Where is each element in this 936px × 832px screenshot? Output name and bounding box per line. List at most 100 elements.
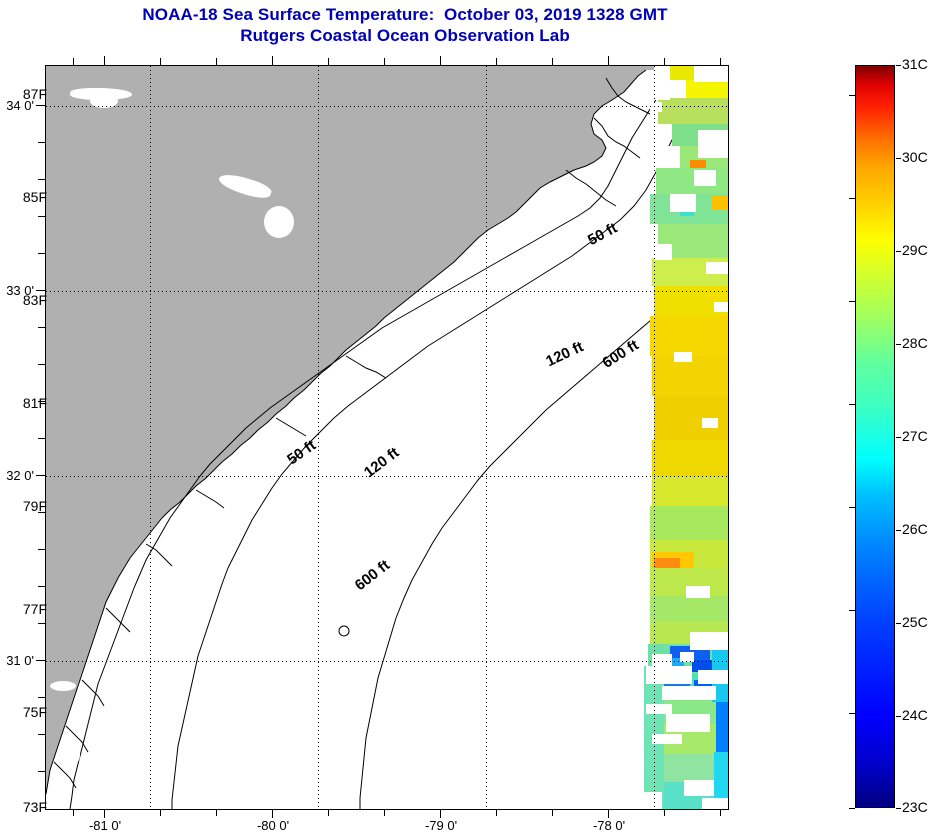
x-tick-minor (328, 809, 329, 816)
y-axis-label-33: 33 0' (6, 283, 34, 298)
x-tick-minor (552, 809, 553, 816)
x-tick-major-top (440, 56, 441, 65)
x-axis-label-81: -81 0' (88, 818, 122, 832)
x-tick-major-top (104, 56, 105, 65)
cb-tick-85f (849, 198, 855, 199)
y-axis-label-32: 32 0' (6, 468, 34, 483)
sst-patch (652, 356, 728, 396)
gridline-lat-34 (46, 106, 728, 107)
land-polygon (46, 66, 728, 809)
gridline-lon--81 (150, 66, 151, 809)
cb-label-23c: 23C (902, 799, 928, 815)
y-tick-minor (38, 586, 45, 587)
cb-tick-77f (849, 610, 855, 611)
x-tick-major (272, 809, 273, 818)
cloud-mask (698, 670, 728, 684)
cloud-mask (650, 146, 670, 168)
cb-label-29c: 29C (902, 242, 928, 258)
cb-tick-81f (849, 404, 855, 405)
y-tick-minor (38, 771, 45, 772)
cb-tick-27c (896, 437, 901, 438)
cb-label-77f: 77F (22, 601, 47, 617)
cb-tick-87f (849, 95, 855, 96)
lake-small-south-2 (62, 744, 80, 766)
y-tick-minor (38, 623, 45, 624)
y-tick-major (36, 475, 45, 476)
cb-tick-26c (896, 530, 901, 531)
coastline-detail-ne (565, 77, 651, 207)
x-tick-minor (73, 809, 74, 816)
cloud-mask (646, 704, 672, 714)
sst-patch (650, 316, 728, 356)
y-tick-major (36, 290, 45, 291)
isobath-600ft (359, 255, 728, 809)
cb-label-79f: 79F (22, 498, 47, 514)
cloud-mask (684, 780, 714, 796)
gridline-lon--78 (654, 66, 655, 809)
y-tick-minor (38, 734, 45, 735)
x-tick-minor-top (384, 58, 385, 65)
x-tick-minor-top (73, 58, 74, 65)
sst-patch (656, 168, 728, 194)
cb-tick-83f (849, 301, 855, 302)
lake-moultrie (90, 94, 118, 108)
y-tick-minor (38, 438, 45, 439)
cloud-mask (698, 130, 728, 158)
lake-small-south (50, 681, 76, 691)
y-tick-minor (38, 216, 45, 217)
cb-tick-73f (849, 808, 855, 809)
cloud-mask (674, 352, 692, 362)
x-tick-major-top (272, 56, 273, 65)
x-tick-minor (384, 809, 385, 816)
sst-patch (686, 80, 728, 98)
sst-patch (716, 702, 728, 752)
isobath-50ft (69, 73, 672, 809)
sst-patch (694, 680, 716, 690)
cb-label-25c: 25C (902, 614, 928, 630)
cloud-mask (690, 632, 728, 650)
y-axis-label-34: 34 0' (6, 98, 34, 113)
cloud-mask (686, 586, 710, 598)
cb-tick-25c (896, 623, 901, 624)
cloud-mask (666, 714, 710, 732)
coastline (46, 69, 647, 795)
x-tick-major (440, 809, 441, 818)
cloud-mask (694, 170, 716, 186)
gridline-lat-32 (46, 476, 728, 477)
coastline-detail-mid (53, 355, 387, 789)
cloud-mask (714, 302, 728, 312)
x-tick-minor-top (664, 58, 665, 65)
sst-patch (714, 752, 728, 809)
title-line-1: NOAA-18 Sea Surface Temperature: October… (142, 5, 668, 24)
y-tick-minor (38, 401, 45, 402)
isobath-120ft (171, 71, 707, 809)
cb-tick-30c (896, 158, 901, 159)
cb-label-27c: 27C (902, 428, 928, 444)
colorbar: 31C 30C 29C 28C 27C 26C 25C 24C 23C 87F … (23, 56, 928, 815)
cb-tick-79f (849, 507, 855, 508)
gridline-lon--79 (486, 66, 487, 809)
cb-label-87f: 87F (22, 86, 47, 102)
y-tick-minor (38, 697, 45, 698)
sst-patch (712, 196, 728, 210)
gridline-lon--80 (318, 66, 319, 809)
y-tick-major (36, 660, 45, 661)
x-tick-minor (216, 809, 217, 816)
cloud-mask (694, 66, 728, 82)
x-tick-minor (496, 809, 497, 816)
y-tick-minor (38, 512, 45, 513)
cloud-mask (702, 798, 728, 809)
y-axis-label-31: 31 0' (6, 653, 34, 668)
x-axis-label-78: -78 0' (592, 818, 626, 832)
sst-patch (650, 596, 728, 622)
sst-patch (658, 98, 728, 124)
x-axis-label-79: -79 0' (424, 818, 458, 832)
map-canvas: 50 ft 120 ft 600 ft 50 ft 120 ft 600 ft (46, 66, 728, 809)
x-tick-minor-top (720, 58, 721, 65)
cb-tick-24c (896, 716, 901, 717)
x-tick-minor (664, 809, 665, 816)
cloud-mask (654, 66, 670, 100)
x-tick-major-top (608, 56, 609, 65)
cloud-mask (652, 734, 682, 744)
